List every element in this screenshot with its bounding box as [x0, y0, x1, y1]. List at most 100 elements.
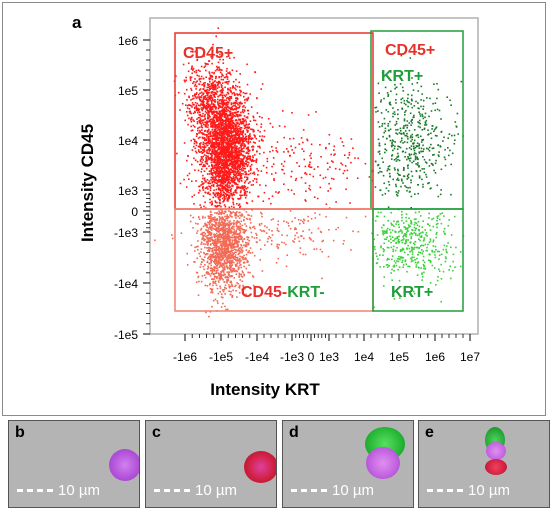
- scatter-point: [457, 133, 459, 135]
- scatter-point: [218, 142, 221, 144]
- scatter-point: [207, 91, 209, 94]
- scatter-point: [198, 150, 200, 153]
- scatter-point: [226, 128, 229, 130]
- scatter-point: [207, 133, 210, 135]
- scatter-point: [227, 254, 229, 256]
- scatter-point: [246, 129, 248, 131]
- scatter-point: [216, 142, 219, 145]
- scatter-point: [301, 235, 303, 237]
- scatter-point: [244, 223, 246, 225]
- scatter-point: [420, 147, 423, 150]
- scatter-point: [189, 104, 191, 106]
- scatter-point: [230, 266, 232, 268]
- scatter-point: [216, 182, 218, 184]
- scatter-point: [215, 192, 217, 194]
- scatter-point: [206, 123, 208, 125]
- scatter-point: [406, 178, 408, 180]
- scatter-point: [271, 149, 274, 152]
- scatter-point: [309, 238, 312, 240]
- scatter-point: [242, 136, 244, 138]
- scatter-point: [206, 144, 209, 147]
- scatter-point: [395, 123, 398, 125]
- scatter-point: [212, 81, 215, 84]
- scatter-point: [364, 162, 367, 165]
- scatter-point: [225, 236, 227, 238]
- scatter-point: [223, 271, 225, 273]
- scatter-point: [246, 161, 249, 163]
- scatter-point: [179, 109, 181, 111]
- scatter-point: [275, 191, 277, 193]
- scatter-point: [443, 156, 446, 159]
- scatter-point: [209, 247, 211, 249]
- scatter-point: [240, 275, 243, 277]
- scatter-point: [229, 264, 231, 267]
- scatter-point: [428, 159, 431, 161]
- scatter-point: [237, 180, 239, 182]
- scatter-point: [254, 71, 257, 74]
- scatter-point: [193, 71, 196, 73]
- scatter-point: [233, 220, 235, 222]
- scatter-point: [308, 163, 311, 166]
- scatter-point: [242, 150, 244, 153]
- scatter-point: [436, 108, 439, 111]
- scatter-point: [212, 161, 214, 163]
- scatter-point: [203, 231, 205, 234]
- scatter-point: [222, 278, 224, 281]
- scatter-point: [206, 179, 209, 181]
- scatter-point: [204, 142, 206, 145]
- scatter-point: [232, 116, 234, 118]
- scatter-point: [219, 276, 222, 278]
- scatter-point: [407, 97, 409, 100]
- scatter-point: [298, 143, 301, 145]
- scatter-point: [223, 253, 225, 256]
- scatter-point: [383, 97, 385, 100]
- scatter-point: [237, 215, 239, 218]
- scatter-point: [259, 184, 261, 186]
- scatter-point: [350, 249, 352, 251]
- scatter-point: [396, 148, 399, 150]
- scatter-point: [231, 124, 234, 127]
- scatter-point: [261, 270, 264, 272]
- scatter-point: [214, 107, 217, 109]
- scatter-point: [211, 250, 213, 253]
- scatter-point: [286, 234, 288, 237]
- scatter-point: [234, 115, 237, 118]
- scatter-point: [219, 172, 222, 174]
- scatter-point: [212, 116, 215, 119]
- scatter-point: [222, 230, 225, 232]
- scatter-point: [200, 170, 203, 173]
- scatter-point: [245, 249, 248, 251]
- scatter-point: [233, 268, 236, 270]
- scatter-point: [229, 126, 232, 129]
- scatter-point: [209, 135, 212, 138]
- scatter-point: [205, 76, 207, 78]
- scatter-point: [194, 150, 197, 153]
- scatter-point: [239, 122, 242, 124]
- scatter-point: [215, 127, 217, 130]
- scatter-point: [237, 253, 240, 256]
- scatter-point: [242, 158, 245, 160]
- scatter-point: [230, 227, 233, 230]
- scatter-point: [211, 202, 213, 205]
- scatter-point: [211, 123, 214, 125]
- scatter-point: [220, 109, 223, 112]
- scatter-point: [190, 117, 193, 119]
- scatter-point: [214, 161, 216, 164]
- scatter-point: [241, 169, 243, 172]
- scatter-point: [211, 159, 213, 162]
- scatter-point: [241, 137, 243, 139]
- scatter-point: [243, 244, 245, 247]
- scatter-point: [191, 180, 193, 183]
- scatter-point: [210, 176, 213, 179]
- scatter-point: [217, 155, 219, 158]
- scatter-point: [220, 89, 223, 92]
- scatter-point: [242, 135, 244, 137]
- scatter-point: [289, 210, 292, 212]
- scatter-point: [220, 130, 222, 133]
- scatter-point: [221, 221, 223, 223]
- scatter-point: [191, 67, 193, 69]
- scatter-point: [233, 233, 236, 235]
- scatter-point: [391, 143, 393, 145]
- scatter-point: [188, 104, 190, 106]
- scatter-point: [230, 102, 233, 104]
